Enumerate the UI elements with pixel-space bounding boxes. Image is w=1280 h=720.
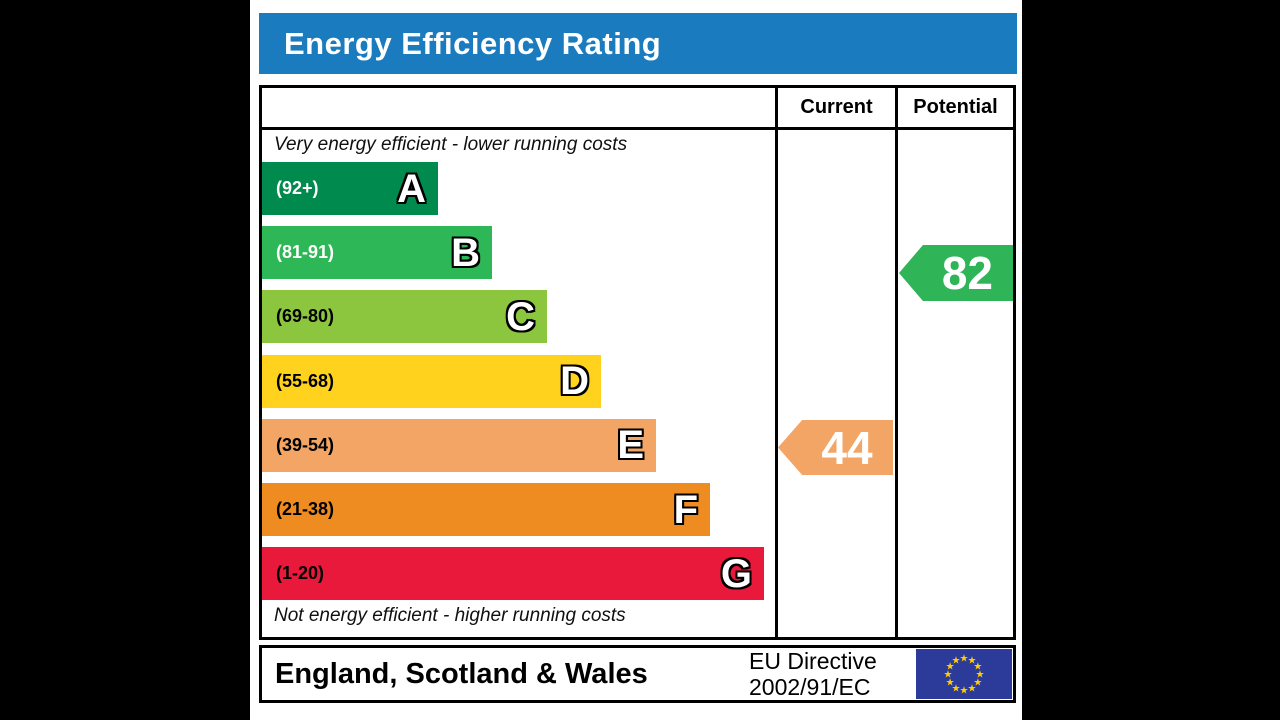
rating-table: Current Potential Very energy efficient … xyxy=(259,85,1016,640)
band-letter: F xyxy=(673,487,698,532)
potential-column-divider xyxy=(895,88,898,637)
svg-text:★: ★ xyxy=(952,683,961,694)
band-range-label: (92+) xyxy=(276,178,319,198)
potential-rating-value: 82 xyxy=(941,247,993,299)
svg-text:★: ★ xyxy=(976,670,985,681)
eu-flag-icon: ★ ★ ★ ★ ★ ★ ★ ★ ★ ★ ★ ★ xyxy=(916,649,1012,699)
top-caption: Very energy efficient - lower running co… xyxy=(274,134,628,155)
band-letter: E xyxy=(617,423,644,468)
eu-directive-line2: 2002/91/EC xyxy=(749,674,871,700)
bottom-caption: Not energy efficient - higher running co… xyxy=(274,605,626,626)
page-title: Energy Efficiency Rating xyxy=(284,26,662,61)
band-range-label: (21-38) xyxy=(276,499,335,519)
footer: England, Scotland & Wales EU Directive 2… xyxy=(259,645,1016,703)
band-range-label: (81-91) xyxy=(276,242,335,263)
current-rating-value: 44 xyxy=(821,421,873,474)
eu-directive-label: EU Directive 2002/91/EC xyxy=(749,648,877,700)
header-row-divider xyxy=(262,127,1013,130)
svg-text:★: ★ xyxy=(946,662,955,673)
band-letter: C xyxy=(506,294,535,339)
current-column-divider xyxy=(775,88,778,637)
svg-text:★: ★ xyxy=(952,656,961,667)
potential-rating-arrow: 82 xyxy=(899,245,1013,301)
svg-text:★: ★ xyxy=(944,670,953,681)
band-F: (21-38) F xyxy=(262,483,710,536)
title-bar: Energy Efficiency Rating xyxy=(259,13,1017,74)
potential-column-header: Potential xyxy=(913,96,998,118)
svg-text:★: ★ xyxy=(960,686,969,697)
band-E: (39-54) E xyxy=(262,418,656,472)
band-letter: A xyxy=(397,166,426,211)
band-letter: G xyxy=(720,551,752,596)
svg-text:★: ★ xyxy=(968,656,977,667)
current-rating-arrow: 44 xyxy=(778,420,893,475)
region-label: England, Scotland & Wales xyxy=(275,658,648,690)
band-C: (69-80) C xyxy=(262,290,547,344)
band-D: (55-68) D xyxy=(262,354,601,408)
band-range-label: (69-80) xyxy=(276,306,335,327)
bands: (92+) A (81-91) B (69-80) C (55-68) D (39-54) E (2… xyxy=(262,88,1013,637)
current-column-header: Current xyxy=(800,96,873,118)
band-G: (1-20) G xyxy=(262,547,764,601)
band-B: (81-91) B xyxy=(262,226,492,280)
band-letter: D xyxy=(560,359,589,404)
band-A: (92+) A xyxy=(262,162,438,215)
eu-directive-line1: EU Directive xyxy=(749,648,877,674)
band-range-label: (39-54) xyxy=(276,434,335,455)
svg-text:★: ★ xyxy=(973,662,982,673)
band-range-label: (55-68) xyxy=(276,370,335,391)
svg-text:★: ★ xyxy=(946,678,955,689)
svg-text:★: ★ xyxy=(968,683,977,694)
svg-text:★: ★ xyxy=(960,654,969,665)
band-range-label: (1-20) xyxy=(276,563,325,584)
band-letter: B xyxy=(451,230,480,275)
svg-text:★: ★ xyxy=(973,678,982,689)
